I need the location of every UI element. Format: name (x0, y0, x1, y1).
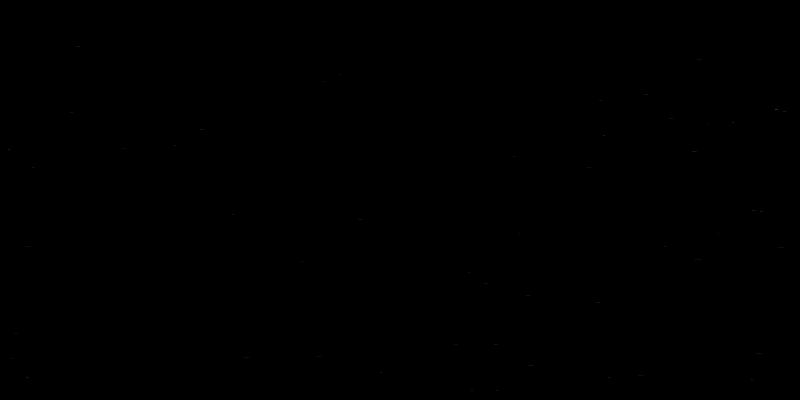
word-parent: parent (752, 211, 756, 212)
word-apartment: apartment (638, 376, 644, 377)
word-meanwhile: meanwhile (669, 119, 675, 120)
word-offer: offer (32, 168, 36, 169)
word-getting: getting (317, 357, 322, 358)
word-marry: marry (471, 391, 475, 392)
word-night: night (70, 113, 74, 114)
word-help: help (174, 146, 177, 147)
word-sister: sister (484, 284, 488, 285)
word-restaurant: restaurant (756, 354, 763, 355)
word-work: work (380, 373, 383, 374)
word-home: home (301, 262, 304, 263)
word-instead: instead (358, 220, 363, 221)
word-make: make (8, 150, 11, 151)
word-let: let (518, 234, 520, 235)
word-change: change (599, 101, 603, 102)
word-need: need (232, 215, 235, 216)
word-start: start (496, 391, 500, 392)
word-promise: promise (587, 168, 592, 169)
word-reveals: reveals (526, 296, 531, 297)
word-birthday: birthday (697, 60, 702, 61)
word-film: film (10, 359, 13, 360)
word-refuse: refuse (14, 334, 18, 335)
word-wish: wish (513, 157, 516, 158)
word-new: new (717, 234, 719, 235)
word-girlfriend: girlfriend (695, 260, 702, 261)
word-romantic: romantic (200, 130, 205, 131)
word-childhood: childhood (528, 366, 534, 367)
word-finally: finally (122, 149, 127, 150)
word-month: month (608, 378, 612, 379)
word-meet: meet (603, 136, 606, 137)
word-also: also (732, 123, 735, 124)
word-city: city (339, 75, 342, 76)
word-thing: thing (775, 110, 779, 111)
word-talk: talk (468, 273, 471, 274)
word-wealthy: wealthy (644, 95, 649, 96)
word-first: first (322, 82, 326, 83)
word-party: party (783, 112, 787, 113)
word-company: company (596, 303, 601, 304)
word-becomes: becomes (454, 345, 459, 346)
word-marriage: marriage (26, 247, 31, 248)
word-back: back (664, 247, 667, 248)
word-though: though (494, 345, 498, 346)
word-friendship: friendship (778, 248, 785, 249)
word-move: move (751, 380, 754, 381)
word-initially: initially (244, 358, 250, 359)
word-together: together (692, 152, 697, 153)
word-life: life (706, 125, 709, 126)
word-begin: begin (760, 212, 764, 213)
word-accepts: accepts (76, 47, 81, 48)
word-house: house (26, 378, 30, 379)
